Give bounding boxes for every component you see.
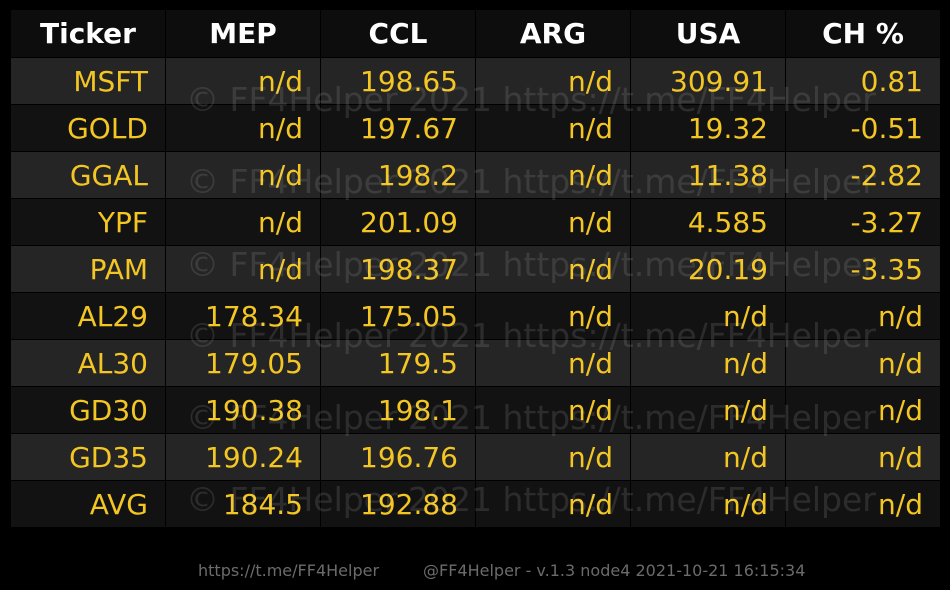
cell-arg: n/d [475, 292, 631, 340]
table-row: AL30 179.05 179.5 n/d n/d n/d [10, 339, 941, 387]
cell-usa: n/d [630, 339, 786, 387]
cell-mep: 178.34 [165, 292, 321, 340]
cell-mep: 190.38 [165, 386, 321, 434]
cell-mep: n/d [165, 104, 321, 152]
cell-change-percent: -2.82 [785, 151, 941, 199]
table-row: AL29 178.34 175.05 n/d n/d n/d [10, 292, 941, 340]
cell-usa: 4.585 [630, 198, 786, 246]
cell-ccl: 198.37 [320, 245, 476, 293]
cell-change-percent: n/d [785, 480, 941, 528]
column-header-mep: MEP [165, 9, 321, 58]
table-row: GOLD n/d 197.67 n/d 19.32 -0.51 [10, 104, 941, 152]
cell-ticker: AVG [10, 480, 166, 528]
column-header-ticker: Ticker [10, 9, 166, 58]
cell-arg: n/d [475, 480, 631, 528]
cell-ccl: 198.1 [320, 386, 476, 434]
cell-ccl: 201.09 [320, 198, 476, 246]
cell-arg: n/d [475, 104, 631, 152]
cell-usa: n/d [630, 386, 786, 434]
cell-change-percent: 0.81 [785, 57, 941, 105]
footer: https://t.me/FF4Helper @FF4Helper - v.1.… [0, 561, 950, 583]
cell-arg: n/d [475, 339, 631, 387]
table-row: PAM n/d 198.37 n/d 20.19 -3.35 [10, 245, 941, 293]
cell-usa: 20.19 [630, 245, 786, 293]
cell-ccl: 198.2 [320, 151, 476, 199]
cell-mep: 179.05 [165, 339, 321, 387]
cell-mep: n/d [165, 198, 321, 246]
quotes-table: Ticker MEP CCL ARG USA CH % MSFT n/d 198.6… [10, 9, 941, 528]
cell-arg: n/d [475, 386, 631, 434]
cell-usa: 11.38 [630, 151, 786, 199]
column-header-change-percent: CH % [785, 9, 941, 58]
cell-ticker: GD30 [10, 386, 166, 434]
cell-usa: 309.91 [630, 57, 786, 105]
cell-usa: 19.32 [630, 104, 786, 152]
cell-ticker: YPF [10, 198, 166, 246]
cell-usa: n/d [630, 480, 786, 528]
cell-arg: n/d [475, 198, 631, 246]
cell-mep: 184.5 [165, 480, 321, 528]
cell-ccl: 175.05 [320, 292, 476, 340]
cell-arg: n/d [475, 433, 631, 481]
footer-version-info: @FF4Helper - v.1.3 node4 2021-10-21 16:1… [423, 561, 806, 580]
table-row: GGAL n/d 198.2 n/d 11.38 -2.82 [10, 151, 941, 199]
cell-change-percent: n/d [785, 386, 941, 434]
cell-change-percent: n/d [785, 433, 941, 481]
cell-arg: n/d [475, 151, 631, 199]
cell-ticker: MSFT [10, 57, 166, 105]
cell-mep: n/d [165, 151, 321, 199]
cell-change-percent: n/d [785, 339, 941, 387]
cell-mep: n/d [165, 57, 321, 105]
column-header-arg: ARG [475, 9, 631, 58]
column-header-ccl: CCL [320, 9, 476, 58]
cell-ccl: 197.67 [320, 104, 476, 152]
cell-ccl: 198.65 [320, 57, 476, 105]
cell-ccl: 196.76 [320, 433, 476, 481]
cell-change-percent: n/d [785, 292, 941, 340]
cell-ccl: 192.88 [320, 480, 476, 528]
cell-arg: n/d [475, 245, 631, 293]
cell-ticker: AL29 [10, 292, 166, 340]
cell-change-percent: -3.35 [785, 245, 941, 293]
cell-ticker: GGAL [10, 151, 166, 199]
table-row: YPF n/d 201.09 n/d 4.585 -3.27 [10, 198, 941, 246]
table-row: GD30 190.38 198.1 n/d n/d n/d [10, 386, 941, 434]
cell-ccl: 179.5 [320, 339, 476, 387]
cell-mep: 190.24 [165, 433, 321, 481]
cell-mep: n/d [165, 245, 321, 293]
cell-arg: n/d [475, 57, 631, 105]
table-header-row: Ticker MEP CCL ARG USA CH % [10, 9, 941, 58]
cell-ticker: GD35 [10, 433, 166, 481]
cell-change-percent: -3.27 [785, 198, 941, 246]
table-row: AVG 184.5 192.88 n/d n/d n/d [10, 480, 941, 528]
table-body: MSFT n/d 198.65 n/d 309.91 0.81 GOLD n/d 197.67 n… [10, 57, 941, 528]
column-header-usa: USA [630, 9, 786, 58]
cell-usa: n/d [630, 292, 786, 340]
cell-change-percent: -0.51 [785, 104, 941, 152]
table-row: GD35 190.24 196.76 n/d n/d n/d [10, 433, 941, 481]
table-row: MSFT n/d 198.65 n/d 309.91 0.81 [10, 57, 941, 105]
cell-usa: n/d [630, 433, 786, 481]
cell-ticker: AL30 [10, 339, 166, 387]
cell-ticker: GOLD [10, 104, 166, 152]
cell-ticker: PAM [10, 245, 166, 293]
footer-channel-link[interactable]: https://t.me/FF4Helper [198, 561, 380, 580]
